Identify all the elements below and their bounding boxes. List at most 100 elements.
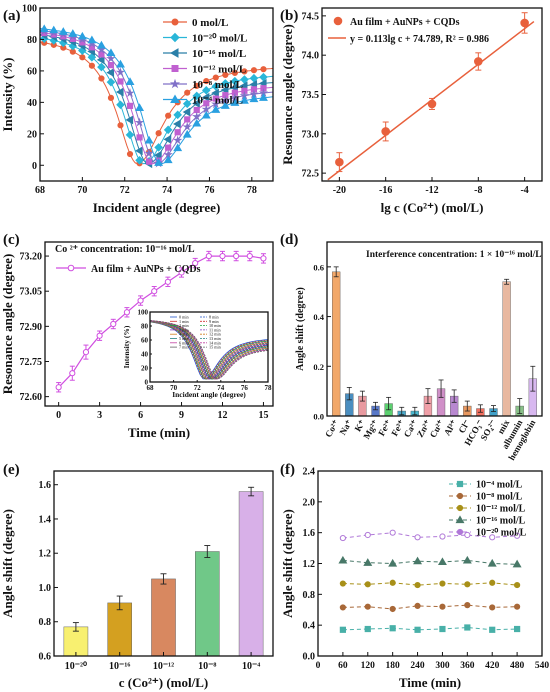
y-tick-label: 0.0 <box>303 652 316 663</box>
inset-legend-label: 7 min <box>179 345 190 350</box>
data-point <box>174 129 181 136</box>
x-tick-label: 9 <box>179 410 184 421</box>
inset-legend-label: 13 min <box>209 336 222 341</box>
data-point <box>77 31 87 40</box>
data-point <box>464 624 471 631</box>
x-tick-label: 10⁻¹⁶ <box>109 661 130 672</box>
data-point <box>173 119 181 129</box>
panel-label-c: (c) <box>3 232 20 248</box>
data-point <box>211 105 221 113</box>
panel-label-b: (b) <box>280 8 298 24</box>
data-point <box>115 87 124 97</box>
inset-legend-label: 1 min <box>179 319 190 324</box>
bar <box>151 578 176 657</box>
y-tick-label: 2.0 <box>303 497 316 508</box>
legend-label: 10⁻¹² mol/L <box>476 504 526 515</box>
bar <box>107 602 132 657</box>
data-point <box>96 40 106 49</box>
data-point <box>182 107 191 117</box>
x-tick-label: -12 <box>425 185 438 196</box>
inset-legend-label: 11 min <box>209 327 221 332</box>
data-point <box>205 252 212 260</box>
legend-marker <box>456 504 464 512</box>
legend-marker <box>456 480 464 488</box>
legend-label: 0 mol/L <box>192 17 228 29</box>
y-tick-label: 73.20 <box>20 252 43 263</box>
panel-c: 0 3 6 9 12 15 72.60 72.75 72.90 73.05 73.20 Time (m… <box>0 241 274 440</box>
data-point <box>115 67 126 77</box>
data-point <box>192 118 202 127</box>
legend-marker <box>171 65 179 72</box>
data-point <box>220 101 230 109</box>
legend-label: y = 0.113lg c + 74.789, R² = 0.986 <box>350 34 489 45</box>
series-2 <box>339 579 521 589</box>
data-point <box>117 78 124 85</box>
data-point <box>364 603 371 610</box>
x-tick-label: 78 <box>247 185 257 196</box>
axes-c <box>44 241 274 407</box>
data-point <box>88 62 95 69</box>
legend: Au film + AuNPs + CQDs y = 0.113lg c + 74… <box>328 16 489 45</box>
legend-marker <box>169 78 181 89</box>
inset-legend-label: 5 min <box>179 336 190 341</box>
legend-label: 10⁻¹⁶ mol/L <box>476 516 526 527</box>
panel-label-e: (e) <box>3 462 20 478</box>
data-point <box>126 102 134 109</box>
legend-label: 10⁻⁴ mol/L <box>476 480 523 491</box>
data-point <box>230 83 238 93</box>
inset-legend-label: 6 min <box>179 340 190 345</box>
y-tick-label: 40 <box>27 98 37 109</box>
data-point <box>201 104 212 114</box>
data-point <box>464 581 471 588</box>
inset-curve <box>149 320 269 380</box>
data-point <box>489 534 496 541</box>
y-tick-label: 72.75 <box>20 357 43 368</box>
x-tick-label: -8 <box>474 185 482 196</box>
data-point <box>211 88 219 98</box>
x-tick-label: 480 <box>510 661 525 671</box>
data-point <box>239 96 249 104</box>
data-point <box>154 158 164 166</box>
x-tick-label: 0 <box>56 410 61 421</box>
data-point <box>203 77 210 85</box>
data-point <box>106 48 116 57</box>
y-tick-label: 100 <box>22 4 37 15</box>
data-point <box>258 93 268 101</box>
series-line <box>342 559 518 565</box>
bar <box>238 491 264 657</box>
x-tick-label: 6 <box>138 410 143 421</box>
x-tick-label: 72 <box>120 185 130 196</box>
y-tick-label: 72.90 <box>20 322 43 333</box>
data-point <box>240 75 249 84</box>
data-point <box>239 81 248 91</box>
category-label: Na⁺ <box>337 418 354 437</box>
data-point <box>363 558 373 566</box>
inset-legend-label: 15 min <box>209 345 222 350</box>
data-point <box>230 98 240 106</box>
data-point <box>96 44 107 54</box>
y-tick-label: 74.5 <box>302 11 320 22</box>
series-1 <box>39 34 274 166</box>
inset-axes <box>149 311 269 383</box>
y-tick-label: 73.0 <box>302 129 320 140</box>
data-point <box>96 55 105 65</box>
y-tick-label: 1.4 <box>39 514 52 525</box>
inset-y-tick-label: 0 <box>145 379 149 387</box>
data-point <box>389 605 396 613</box>
inset-x-tick-label: 78 <box>265 384 273 392</box>
data-point <box>339 580 346 587</box>
x-tick-label: 74 <box>162 185 172 196</box>
inset-legend-label: 8 min <box>209 315 220 320</box>
data-point <box>145 158 153 165</box>
y-tick-label: 0.6 <box>39 652 52 663</box>
inset-x-tick-label: 68 <box>147 384 155 392</box>
y-tick-label: 0.4 <box>303 621 316 632</box>
data-point <box>249 73 259 83</box>
inset-x-tick-label: 70 <box>170 384 178 392</box>
data-point <box>335 157 344 167</box>
data-point <box>250 67 258 74</box>
data-point <box>260 255 267 262</box>
data-point <box>220 85 229 95</box>
inset-curve <box>149 320 269 380</box>
data-point <box>212 74 219 81</box>
